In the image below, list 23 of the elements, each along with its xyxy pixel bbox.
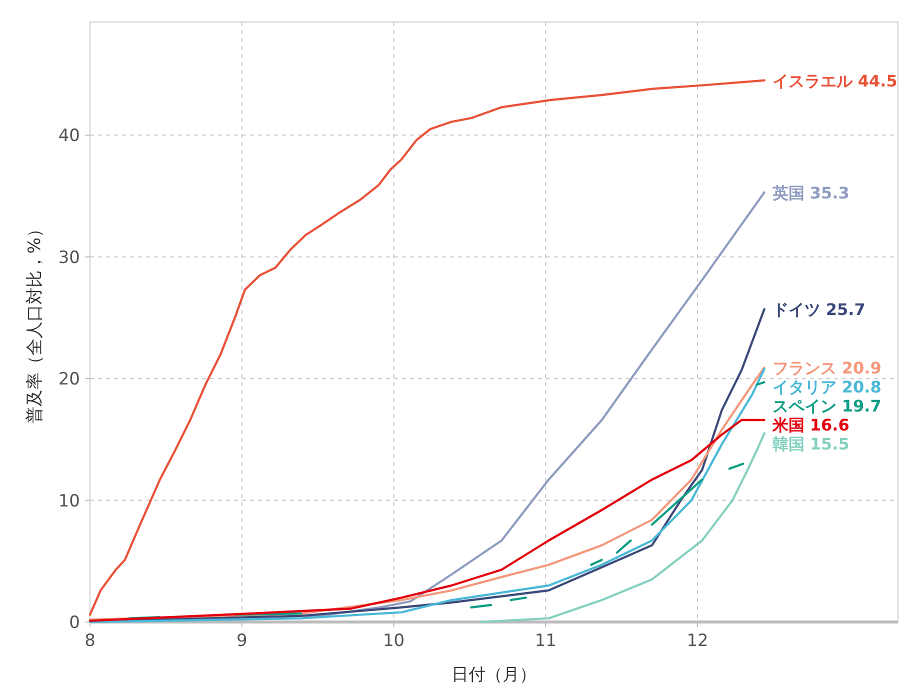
y-axis-title: 普及率（全人口対比，%） — [25, 220, 45, 424]
y-tick-label: 20 — [58, 370, 80, 390]
y-tick-label: 0 — [69, 613, 80, 633]
text: 米国 16.6 — [772, 416, 850, 435]
text: イスラエル 44.5 — [772, 71, 898, 90]
text: スペイン 19.7 — [772, 396, 882, 416]
text: フランス 20.9 — [772, 358, 882, 378]
text: 韓国 15.5 — [772, 434, 850, 454]
x-tick-label: 9 — [236, 631, 248, 651]
y-tick-label: 10 — [58, 491, 80, 512]
x-tick-label: 10 — [382, 631, 405, 651]
y-tick-label: 40 — [58, 126, 80, 146]
line-series — [88, 79, 766, 616]
line-series — [479, 432, 766, 624]
line-series — [88, 418, 766, 622]
x-axis-title: 日付（月） — [452, 665, 536, 685]
text: イタリア 20.8 — [772, 378, 882, 397]
text: 英国 35.3 — [772, 183, 850, 202]
x-tick-label: 8 — [84, 631, 96, 651]
y-tick-label: 30 — [58, 248, 80, 268]
text: ドイツ 25.7 — [772, 300, 866, 320]
x-tick-label: 11 — [534, 631, 556, 651]
x-tick-label: 12 — [686, 631, 708, 651]
